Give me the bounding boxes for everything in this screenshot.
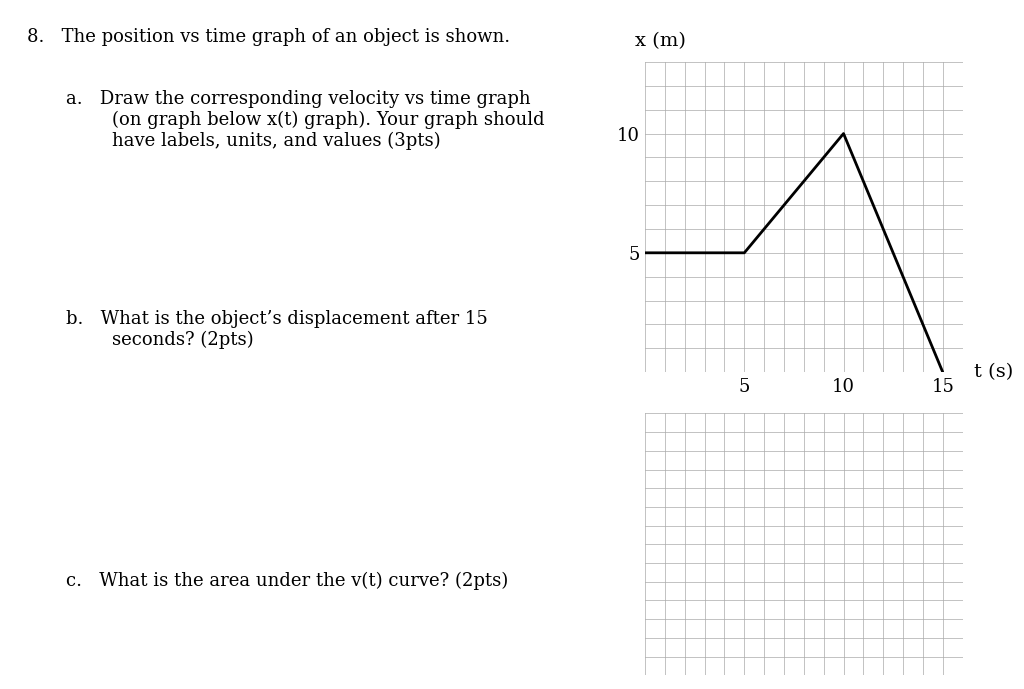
Text: x (m): x (m) xyxy=(635,32,686,50)
Text: 8.   The position vs time graph of an object is shown.: 8. The position vs time graph of an obje… xyxy=(27,28,510,45)
Text: t (s): t (s) xyxy=(975,363,1014,381)
Text: b.   What is the object’s displacement after 15
        seconds? (2pts): b. What is the object’s displacement aft… xyxy=(66,310,487,349)
Text: c.   What is the area under the v(t) curve? (2pts): c. What is the area under the v(t) curve… xyxy=(66,572,508,590)
Text: a.   Draw the corresponding velocity vs time graph
        (on graph below x(t) : a. Draw the corresponding velocity vs ti… xyxy=(66,90,544,150)
